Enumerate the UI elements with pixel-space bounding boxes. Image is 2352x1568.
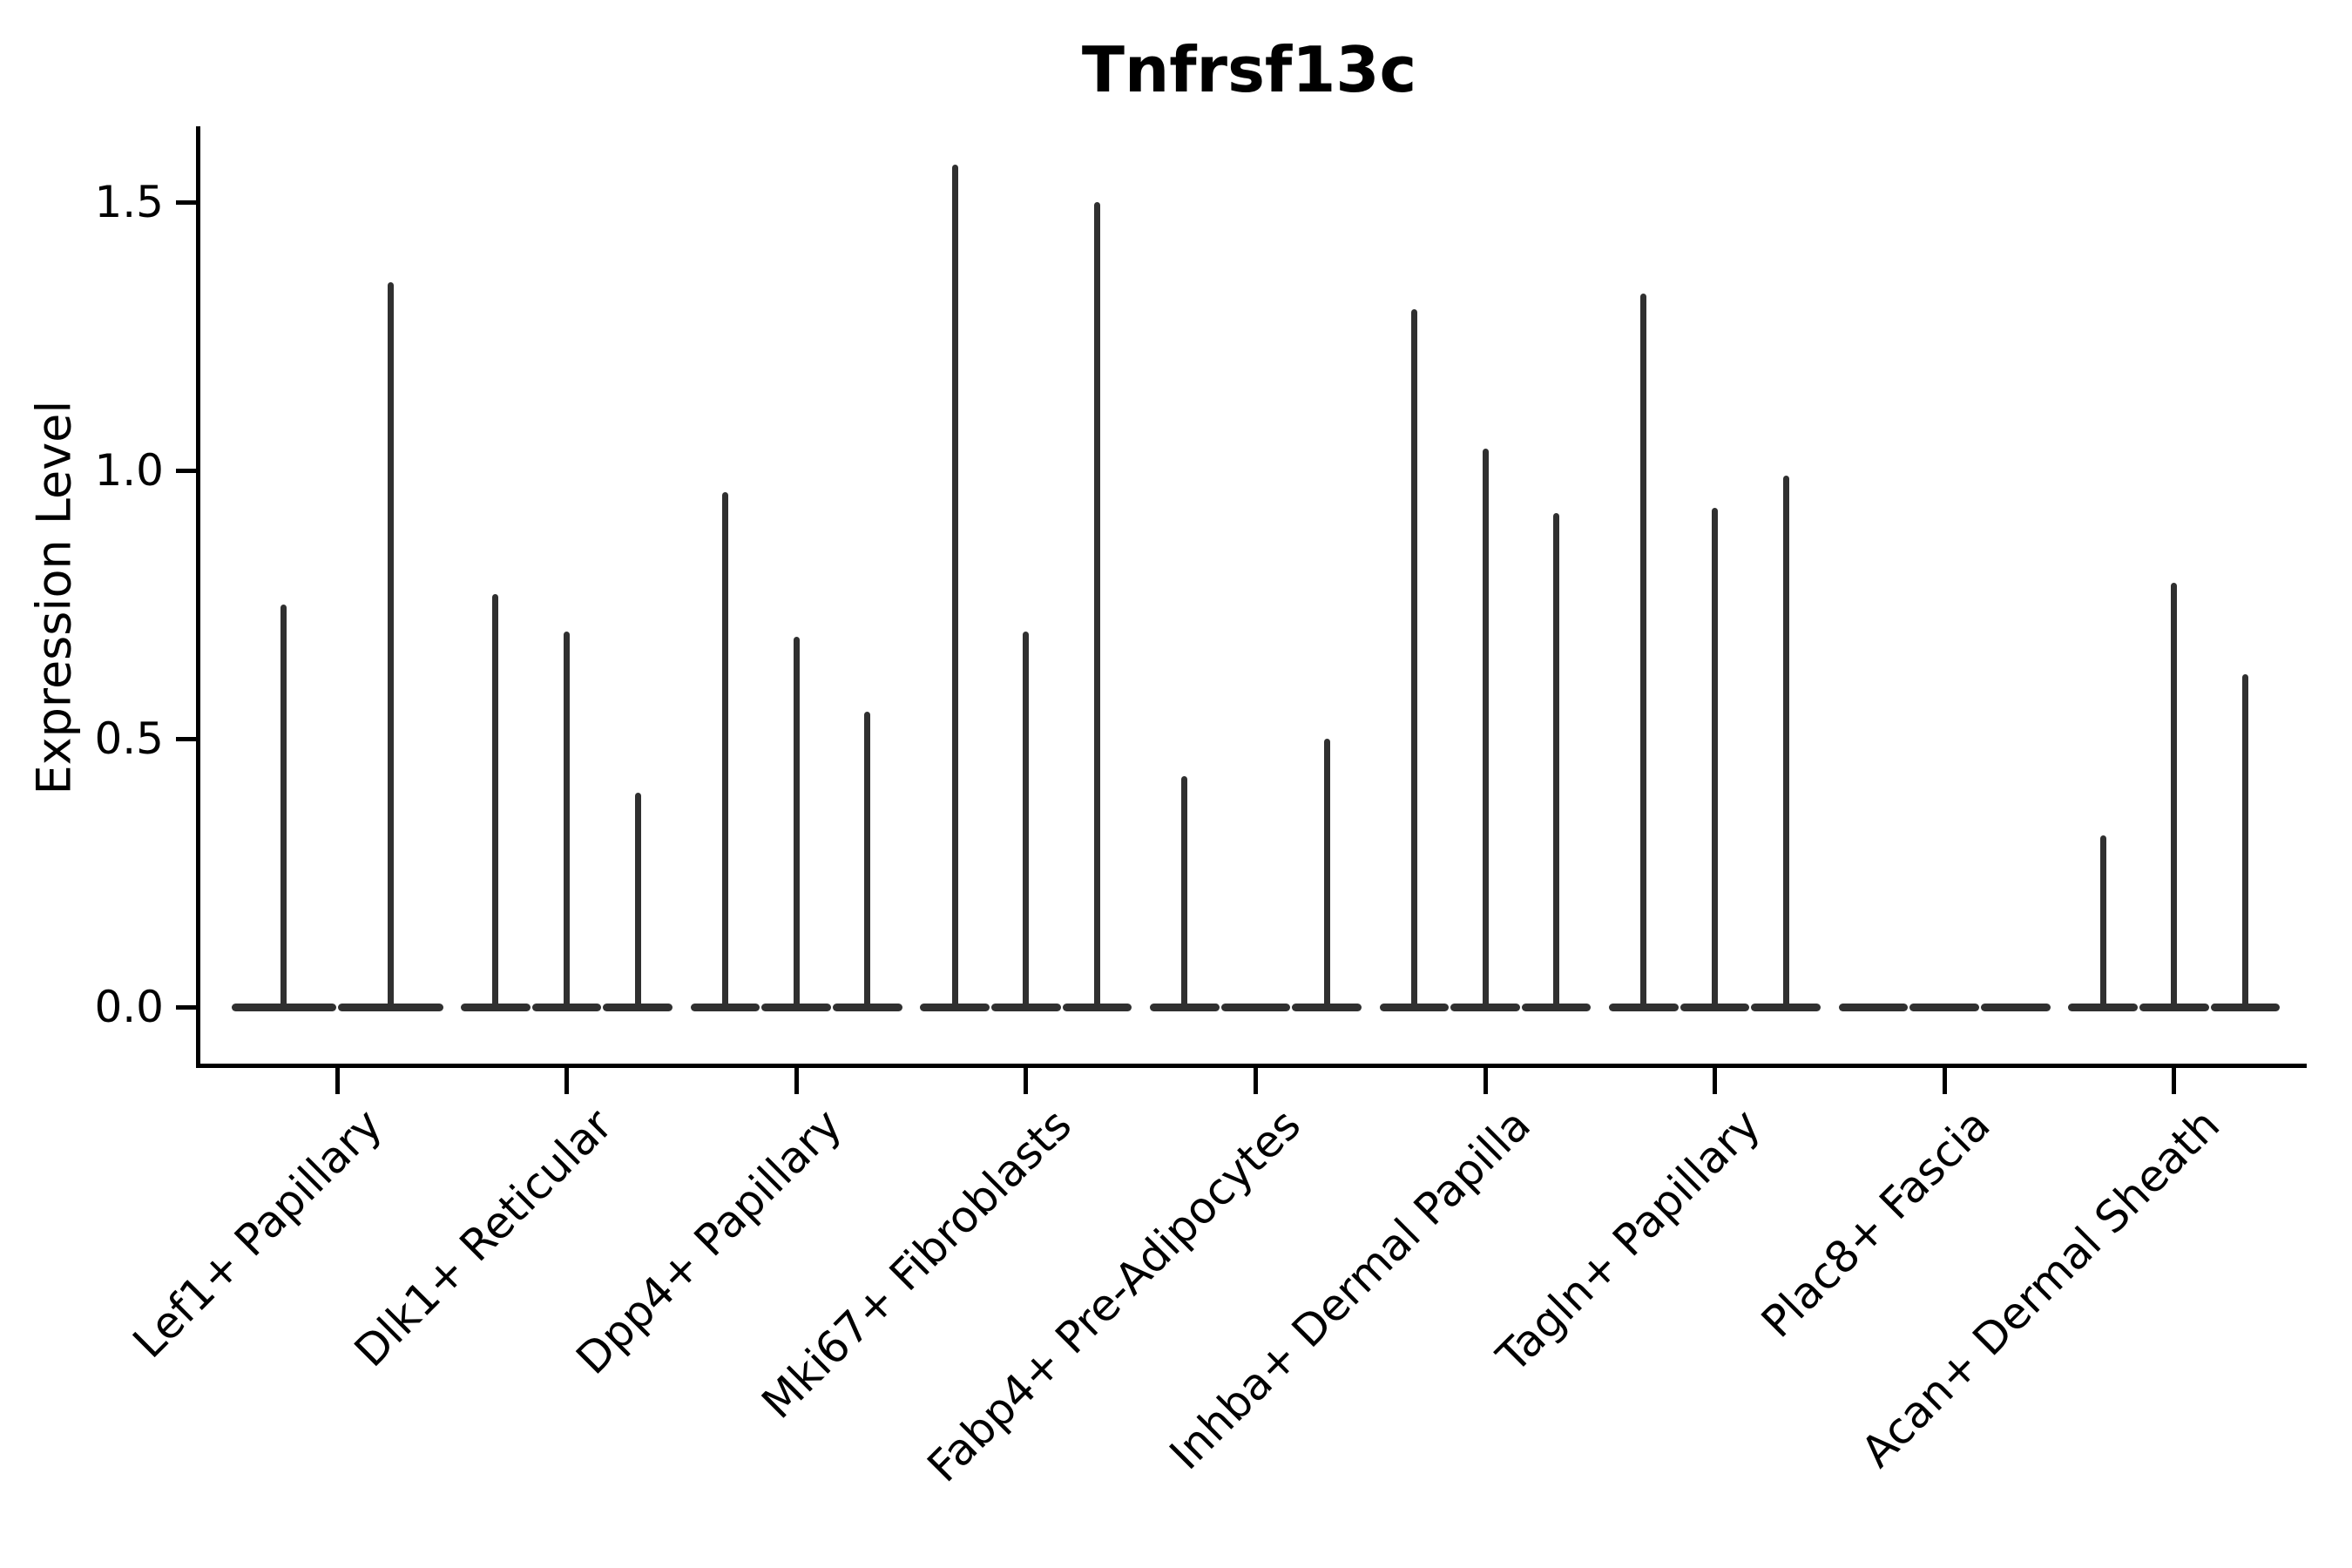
violin-base (1609, 1003, 1679, 1011)
violin-base (1379, 1003, 1450, 1011)
violin-base (1680, 1003, 1750, 1011)
chart-title: Tnfrsf13c (1081, 33, 1417, 106)
violin-base (603, 1003, 673, 1011)
violin-density-spike (1181, 776, 1188, 1007)
violin-base (1751, 1003, 1821, 1011)
x-tick-label: Lef1+ Papillary (123, 1099, 393, 1369)
x-tick-mark (1024, 1068, 1029, 1094)
x-tick-mark (335, 1068, 340, 1094)
violin-base (231, 1003, 336, 1011)
violin-density-spike (1782, 476, 1789, 1007)
violin-density-spike (492, 593, 499, 1007)
y-tick-mark (176, 1004, 196, 1010)
violin-density-spike (722, 491, 729, 1007)
violin-base (1909, 1003, 1980, 1011)
violin-base (2068, 1003, 2138, 1011)
violin-density-spike (1410, 309, 1417, 1007)
x-axis-spine (196, 1064, 2307, 1068)
violin-base (2210, 1003, 2281, 1011)
violin-density-spike (387, 282, 394, 1007)
violin-base (1450, 1003, 1520, 1011)
violin-base (1062, 1003, 1132, 1011)
x-tick-mark (2172, 1068, 2177, 1094)
violin-density-spike (1323, 739, 1330, 1007)
violin-density-spike (1093, 202, 1100, 1007)
violin-base (920, 1003, 990, 1011)
violin-base (338, 1003, 443, 1011)
y-tick-label: 0.5 (94, 713, 164, 764)
violin-base (1149, 1003, 1220, 1011)
violin-density-spike (951, 164, 958, 1007)
violin-density-spike (1553, 513, 1560, 1007)
y-tick-label: 0.0 (94, 982, 164, 1032)
violin-base (1838, 1003, 1909, 1011)
y-tick-mark (176, 199, 196, 205)
y-axis-spine (196, 126, 200, 1068)
y-tick-label: 1.5 (94, 177, 164, 227)
violin-density-spike (1482, 449, 1489, 1007)
violin-density-spike (280, 605, 287, 1007)
violin-base (761, 1003, 832, 1011)
violin-base (1220, 1003, 1291, 1011)
violin-base (990, 1003, 1061, 1011)
x-tick-label: Plac8+ Fascia (1751, 1099, 2000, 1348)
violin-density-spike (1712, 508, 1719, 1007)
y-tick-mark (176, 736, 196, 741)
x-tick-mark (1713, 1068, 1718, 1094)
violin-density-spike (864, 712, 871, 1007)
violin-density-spike (2099, 835, 2106, 1007)
violin-base (1521, 1003, 1592, 1011)
y-tick-mark (176, 468, 196, 473)
violin-density-spike (2171, 583, 2178, 1007)
x-tick-label: Fabp4+ Pre-Adipocytes (917, 1099, 1311, 1492)
violin-base (531, 1003, 602, 1011)
violin-density-spike (1640, 293, 1647, 1007)
x-tick-mark (1483, 1068, 1488, 1094)
violin-base (461, 1003, 531, 1011)
x-tick-mark (1253, 1068, 1258, 1094)
violin-base (2139, 1003, 2209, 1011)
violin-density-spike (634, 792, 641, 1007)
violin-base (833, 1003, 902, 1011)
x-tick-mark (794, 1068, 799, 1094)
violin-density-spike (1023, 631, 1030, 1007)
y-tick-label: 1.0 (94, 445, 164, 496)
violin-density-spike (2241, 674, 2248, 1007)
violin-density-spike (793, 636, 800, 1007)
violin-base (1981, 1003, 2051, 1011)
x-tick-mark (1942, 1068, 1947, 1094)
x-tick-mark (564, 1068, 570, 1094)
violin-base (690, 1003, 760, 1011)
violin-base (1292, 1003, 1362, 1011)
violin-density-spike (564, 631, 571, 1007)
